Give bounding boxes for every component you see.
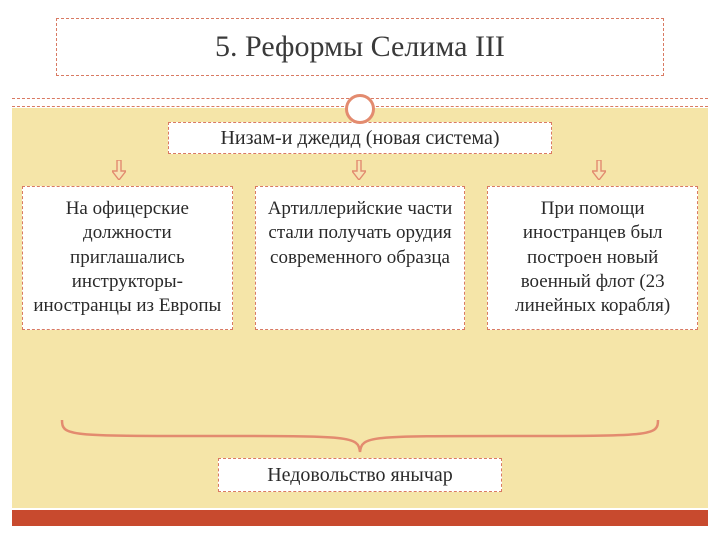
bottom-accent-bar bbox=[12, 510, 708, 526]
column-text: Артиллерийские части стали получать оруд… bbox=[268, 198, 453, 268]
arrow-down-icon bbox=[592, 160, 606, 180]
column-text: На офицерские должности приглашались инс… bbox=[33, 198, 221, 316]
column-box-1: На офицерские должности приглашались инс… bbox=[22, 186, 233, 330]
column-box-2: Артиллерийские части стали получать оруд… bbox=[255, 186, 466, 330]
result-text: Недовольство янычар bbox=[267, 464, 453, 487]
arrow-down-icon bbox=[352, 160, 366, 180]
subtitle-text: Низам-и джедид (новая система) bbox=[220, 127, 499, 150]
circle-ornament bbox=[345, 94, 375, 124]
columns-row: На офицерские должности приглашались инс… bbox=[22, 186, 698, 330]
curly-brace bbox=[60, 418, 660, 454]
page-title: 5. Реформы Селима III bbox=[56, 18, 664, 76]
subtitle-box: Низам-и джедид (новая система) bbox=[168, 122, 552, 154]
result-box: Недовольство янычар bbox=[218, 458, 502, 492]
title-text: 5. Реформы Селима III bbox=[215, 30, 505, 64]
arrow-down-icon bbox=[112, 160, 126, 180]
column-text: При помощи иностранцев был построен новы… bbox=[515, 198, 670, 316]
column-box-3: При помощи иностранцев был построен новы… bbox=[487, 186, 698, 330]
